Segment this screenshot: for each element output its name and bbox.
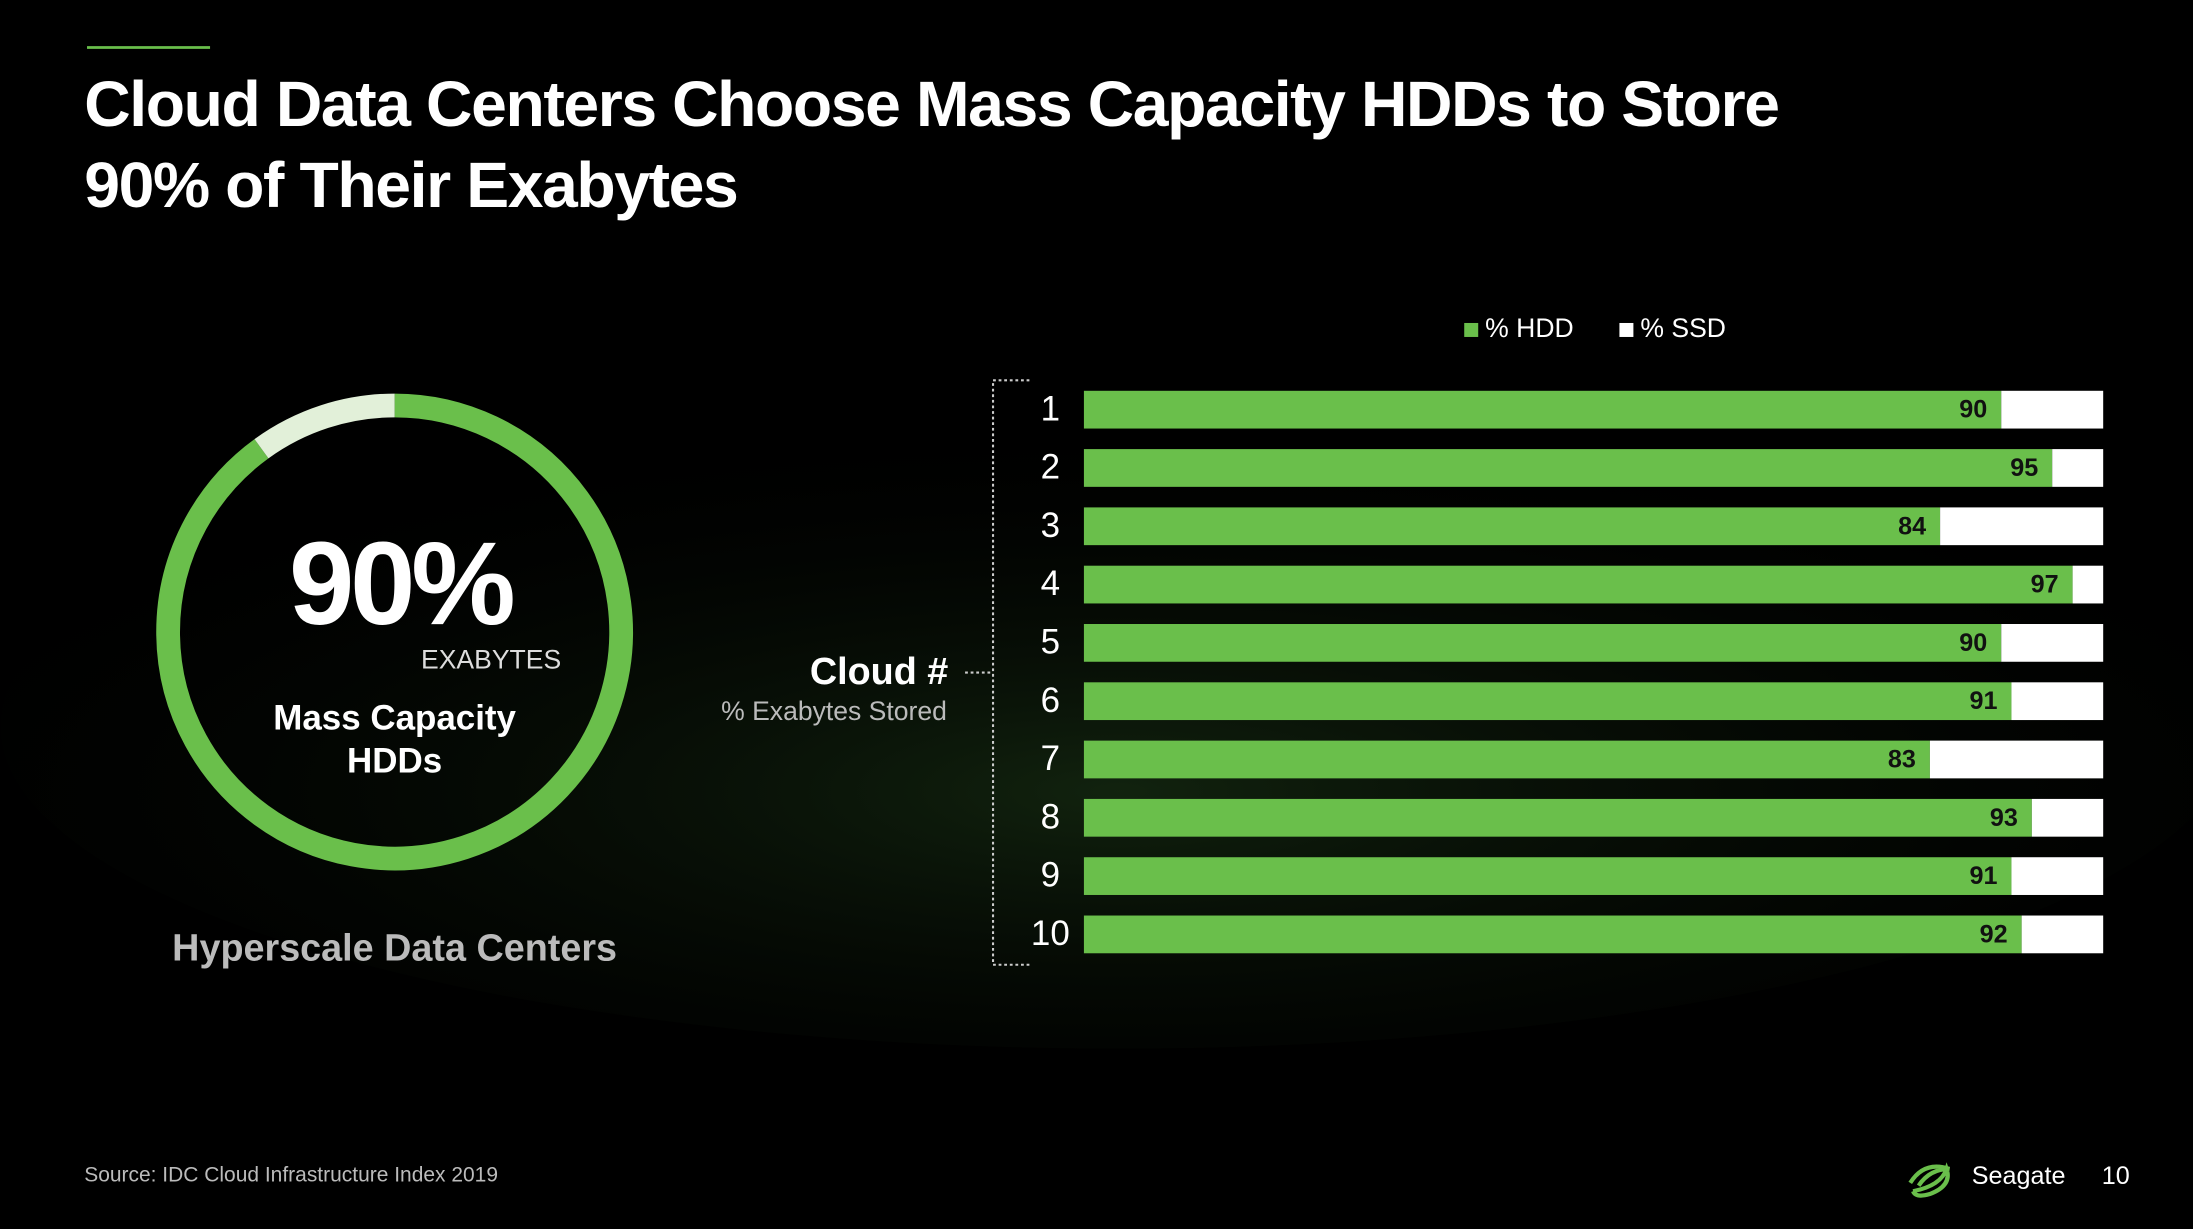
page-number: 10 bbox=[2102, 1162, 2130, 1190]
bar-value-label: 97 bbox=[2031, 571, 2059, 599]
donut-caption: Hyperscale Data Centers bbox=[172, 927, 617, 969]
brand: Seagate bbox=[1972, 1162, 2066, 1190]
bar-value-label: 90 bbox=[1959, 629, 1987, 657]
bracket bbox=[965, 379, 1030, 966]
bar-segment bbox=[1083, 740, 1930, 779]
donut-label: Mass Capacity bbox=[273, 698, 516, 737]
title-line: Cloud Data Centers Choose Mass Capacity … bbox=[84, 68, 1778, 140]
category-label: 2 bbox=[1041, 448, 1060, 487]
donut-value: 90% bbox=[289, 518, 513, 649]
category-label: 6 bbox=[1041, 681, 1060, 720]
bar-value-label: 91 bbox=[1969, 687, 1997, 715]
bar-segment bbox=[2072, 565, 2104, 604]
bar-value-label: 84 bbox=[1898, 512, 1926, 540]
axis-sublabel: % Exabytes Stored bbox=[721, 696, 947, 726]
bar-segment bbox=[1083, 624, 2002, 662]
category-label: 5 bbox=[1041, 623, 1060, 662]
bar-value-label: 91 bbox=[1969, 862, 1997, 890]
title-line: 90% of Their Exabytes bbox=[84, 149, 737, 221]
bar-value-label: 83 bbox=[1888, 746, 1916, 774]
seagate-logo bbox=[1908, 1162, 1951, 1198]
bar-segment bbox=[2011, 682, 2104, 721]
donut-segment bbox=[156, 393, 633, 871]
category-label: 7 bbox=[1041, 739, 1060, 778]
category-label: 10 bbox=[1031, 914, 1070, 953]
bar-value-label: 93 bbox=[1990, 804, 2018, 832]
bar-segment bbox=[1083, 682, 2012, 721]
bar-segment bbox=[1083, 449, 2053, 487]
category-label: 8 bbox=[1041, 797, 1060, 836]
donut-unit: EXABYTES bbox=[421, 644, 561, 674]
bar-segment bbox=[1083, 565, 2073, 604]
bar-segment bbox=[2021, 915, 2104, 954]
source: Source: IDC Cloud Infrastructure Index 2… bbox=[84, 1163, 498, 1186]
category-label: 3 bbox=[1041, 506, 1060, 545]
bar-value-label: 92 bbox=[1980, 920, 2008, 948]
bar-segment bbox=[2052, 449, 2104, 487]
bar-segment bbox=[2001, 390, 2104, 429]
category-label: 9 bbox=[1041, 856, 1060, 895]
legend-swatch bbox=[1464, 322, 1479, 337]
axis-label: Cloud # bbox=[810, 650, 948, 692]
donut-segment bbox=[254, 393, 395, 459]
bar-segment bbox=[2011, 857, 2104, 895]
category-label: 4 bbox=[1041, 564, 1060, 603]
bar-value-label: 95 bbox=[2010, 454, 2038, 482]
donut-label: HDDs bbox=[347, 742, 442, 781]
category-label: 1 bbox=[1041, 389, 1060, 428]
bar-segment bbox=[1940, 507, 2104, 546]
bar-segment bbox=[1083, 390, 2002, 429]
bar-segment bbox=[1083, 798, 2032, 837]
bar-segment bbox=[1083, 857, 2012, 895]
bar-segment bbox=[1083, 507, 1941, 546]
bar-segment bbox=[1083, 915, 2022, 954]
bar-segment bbox=[2031, 798, 2104, 837]
legend-label: % SSD bbox=[1640, 313, 1726, 343]
bar-value-label: 90 bbox=[1959, 396, 1987, 424]
bar-segment bbox=[1929, 740, 2104, 779]
legend-swatch bbox=[1619, 322, 1634, 337]
legend-label: % HDD bbox=[1485, 313, 1574, 343]
bar-segment bbox=[2001, 624, 2104, 662]
